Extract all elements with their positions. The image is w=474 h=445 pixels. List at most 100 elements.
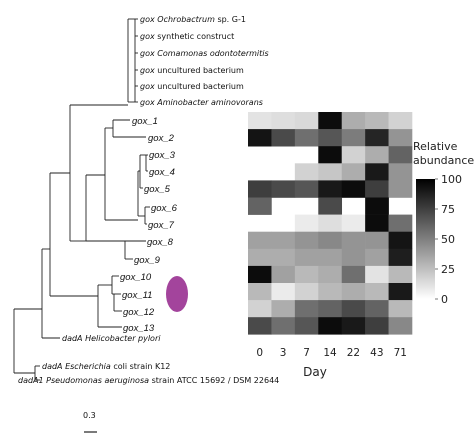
heatmap-cell-gox_10-day-22 <box>341 265 366 284</box>
heatmap-cell-gox_4-day-43 <box>365 163 389 181</box>
heatmap-cell-gox_8-day-3 <box>271 231 296 250</box>
label-prefix: gox <box>140 82 155 91</box>
x-tick-14: 14 <box>323 347 337 359</box>
x-tick-3: 3 <box>280 347 287 359</box>
label-suffix: strain ATCC 15692 / DSM 22644 <box>152 376 280 385</box>
legend-title-line-1: Relative <box>413 140 458 153</box>
heatmap-cell-gox_9-day-14 <box>318 248 343 267</box>
heatmap-cell-gox_11-day-71 <box>388 283 413 301</box>
heatmap-cell-gox_1-day-7 <box>294 112 319 130</box>
heatmap-cell-gox_13-day-71 <box>388 317 413 335</box>
legend-tick-label-50: 50 <box>441 233 455 246</box>
scale-bar: 0.3 <box>83 411 97 433</box>
heatmap-cell-gox_11-day-22 <box>341 283 366 301</box>
heatmap-cell-gox_5-day-3 <box>271 180 296 198</box>
heatmap-cell-gox_2-day-3 <box>271 129 296 147</box>
heatmap-cell-gox_12-day-0 <box>248 300 272 318</box>
heatmap-cell-gox_10-day-7 <box>294 265 319 284</box>
tree-label-gox-uncultured-2: gox uncultured bacterium <box>140 82 244 91</box>
label-prefix: gox <box>140 66 155 75</box>
heatmap-cell-gox_7-day-7 <box>294 214 319 232</box>
heatmap-cell-gox_12-day-22 <box>341 300 366 318</box>
heatmap-cell-gox_10-day-14 <box>318 265 343 284</box>
x-tick-71: 71 <box>394 347 407 359</box>
row-label-gox_5: gox_5 <box>144 184 171 195</box>
heatmap-cell-gox_12-day-14 <box>318 300 343 318</box>
heatmap-cell-gox_5-day-14 <box>318 180 343 198</box>
tree-label-dada1-pseudomonas: dadA1 Pseudomonas aeruginosa strain ATCC… <box>18 376 279 385</box>
label-prefix: gox <box>140 98 155 107</box>
heatmap-cell-gox_4-day-22 <box>341 163 366 181</box>
heatmap-cell-gox_11-day-0 <box>248 283 272 301</box>
label-prefix: dadA <box>62 334 83 343</box>
heatmap-cell-gox_12-day-43 <box>365 300 389 318</box>
phylogenetic-tree <box>13 18 150 381</box>
heatmap-cell-gox_10-day-71 <box>388 265 413 284</box>
heatmap-cell-gox_9-day-7 <box>294 248 319 267</box>
heatmap-cell-gox_13-day-22 <box>341 317 366 335</box>
heatmap-cell-gox_10-day-3 <box>271 265 296 284</box>
heatmap-cell-gox_6-day-14 <box>318 197 343 215</box>
row-label-gox_4: gox_4 <box>149 167 175 178</box>
tree-label-gox-comamonas: gox Comamonas odontotermitis <box>140 49 269 58</box>
label-species: Escherichia <box>65 362 111 371</box>
row-label-gox_13: gox_13 <box>123 323 155 334</box>
svg-text:dadA1 Pseudomonas aeruginosa s: dadA1 Pseudomonas aeruginosa strain ATCC… <box>18 376 279 385</box>
tree-label-dada-escherichia: dadA Escherichia coli strain K12 <box>42 362 170 371</box>
heatmap-cell-gox_8-day-14 <box>318 231 343 250</box>
label-suffix: synthetic construct <box>157 32 234 41</box>
heatmap-cell-gox_11-day-43 <box>365 283 389 301</box>
heatmap-cell-gox_2-day-7 <box>294 129 319 147</box>
row-label-gox_10: gox_10 <box>120 272 152 283</box>
row-label-gox_6: gox_6 <box>151 203 178 214</box>
heatmap-cell-gox_12-day-7 <box>294 300 319 318</box>
heatmap-cell-gox_2-day-14 <box>318 129 343 147</box>
heatmap-cell-gox_5-day-43 <box>365 180 389 198</box>
label-prefix: gox <box>140 49 155 58</box>
heatmap-cell-gox_5-day-22 <box>341 180 366 198</box>
heatmap-cell-gox_3-day-22 <box>341 146 366 164</box>
heatmap-cell-gox_6-day-0 <box>248 197 272 215</box>
label-species: Helicobacter pylori <box>85 334 161 343</box>
heatmap-cell-gox_10-day-43 <box>365 265 389 284</box>
svg-text:gox Ochrobactrum sp. G-1: gox Ochrobactrum sp. G-1 <box>140 15 246 24</box>
heatmap-cell-gox_9-day-22 <box>341 248 366 267</box>
heatmap-cell-gox_9-day-71 <box>388 248 413 267</box>
tree-label-gox-ochrobactrum: gox Ochrobactrum sp. G-1 <box>140 15 246 24</box>
heatmap-cell-gox_13-day-43 <box>365 317 389 335</box>
label-suffix: uncultured bacterium <box>157 66 244 75</box>
heatmap-cell-gox_1-day-43 <box>365 112 389 130</box>
svg-text:gox Comamonas odontotermitis: gox Comamonas odontotermitis <box>140 49 269 58</box>
label-suffix: coli strain K12 <box>113 362 170 371</box>
heatmap-cell-gox_1-day-14 <box>318 112 343 130</box>
heatmap-cell-gox_4-day-71 <box>388 163 413 181</box>
heatmap-cell-gox_13-day-7 <box>294 317 319 335</box>
svg-text:gox uncultured bacterium: gox uncultured bacterium <box>140 82 244 91</box>
heatmap-cell-gox_7-day-14 <box>318 214 343 232</box>
x-tick-22: 22 <box>347 347 360 359</box>
svg-text:gox uncultured bacterium: gox uncultured bacterium <box>140 66 244 75</box>
x-tick-7: 7 <box>303 347 310 359</box>
heatmap-cell-gox_10-day-0 <box>248 265 272 284</box>
legend-tick-label-0: 0 <box>441 293 448 306</box>
row-label-gox_11: gox_11 <box>122 290 152 301</box>
heatmap-cell-gox_8-day-22 <box>341 231 366 250</box>
heatmap-cell-gox_11-day-14 <box>318 283 343 301</box>
label-species: Pseudomonas aeruginosa <box>46 376 149 385</box>
heatmap-cell-gox_5-day-0 <box>248 180 272 198</box>
row-label-gox_8: gox_8 <box>147 237 174 248</box>
heatmap-cell-gox_3-day-14 <box>318 146 343 164</box>
row-label-gox_2: gox_2 <box>148 133 175 144</box>
svg-text:dadA Escherichia coli strain K: dadA Escherichia coli strain K12 <box>42 362 170 371</box>
heatmap-cell-gox_7-day-22 <box>341 214 366 232</box>
x-tick-0: 0 <box>256 347 263 359</box>
svg-text:gox Aminobacter aminovorans: gox Aminobacter aminovorans <box>140 98 263 107</box>
heatmap-cell-gox_2-day-22 <box>341 129 366 147</box>
heatmap-cell-gox_13-day-0 <box>248 317 272 335</box>
label-suffix: uncultured bacterium <box>157 82 244 91</box>
row-label-gox_7: gox_7 <box>148 220 175 231</box>
heatmap-cell-gox_5-day-71 <box>388 180 413 198</box>
heatmap-cell-gox_1-day-71 <box>388 112 413 130</box>
